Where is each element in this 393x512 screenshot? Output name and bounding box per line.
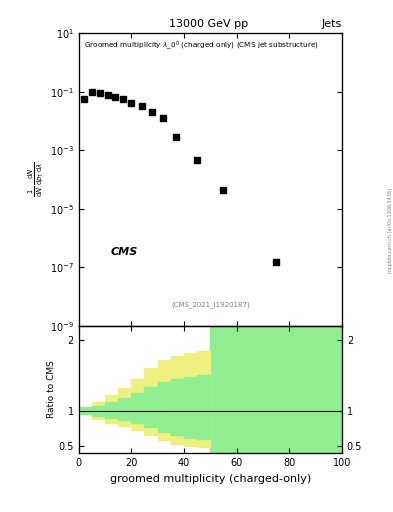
Y-axis label: Ratio to CMS: Ratio to CMS bbox=[47, 360, 55, 418]
Text: CMS: CMS bbox=[110, 247, 138, 257]
X-axis label: groomed multiplicity (charged-only): groomed multiplicity (charged-only) bbox=[110, 474, 311, 483]
Text: (CMS_2021_I1920187): (CMS_2021_I1920187) bbox=[171, 302, 250, 308]
Text: mcplots.cern.ch [arXiv:1306.3436]: mcplots.cern.ch [arXiv:1306.3436] bbox=[387, 188, 393, 273]
Text: Groomed multiplicity $\lambda\_0^0$ (charged only) (CMS jet substructure): Groomed multiplicity $\lambda\_0^0$ (cha… bbox=[84, 39, 319, 52]
Text: Jets: Jets bbox=[321, 19, 342, 30]
Y-axis label: $\frac{1}{\mathrm{d}N}\,\frac{\mathrm{d}N}{\mathrm{d}p_\mathrm{T}\,\mathrm{d}\la: $\frac{1}{\mathrm{d}N}\,\frac{\mathrm{d}… bbox=[26, 162, 46, 197]
Text: 13000 GeV pp: 13000 GeV pp bbox=[169, 19, 248, 30]
